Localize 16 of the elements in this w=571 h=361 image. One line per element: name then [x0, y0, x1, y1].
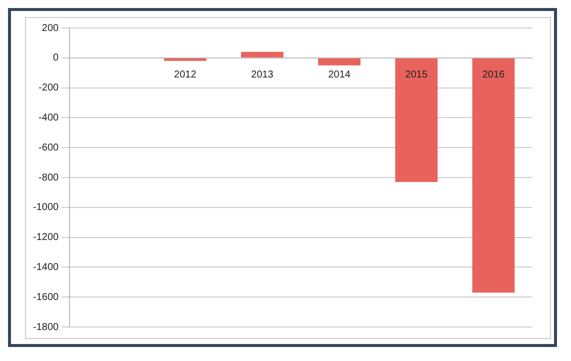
y-tick-label: 0 [53, 52, 60, 64]
y-tick-label: -1200 [33, 232, 60, 244]
x-tick-label: 2014 [328, 70, 351, 81]
x-tick-label: 2013 [251, 70, 274, 81]
x-tick-label: 2016 [482, 70, 506, 81]
y-tick-label: -800 [38, 172, 60, 184]
y-tick-label: 200 [42, 22, 60, 34]
x-tick-label: 2012 [174, 70, 197, 81]
y-tick-label: -1600 [33, 292, 60, 303]
y-tick-label: -400 [38, 112, 60, 124]
y-tick-label: -1400 [33, 262, 60, 273]
y-tick-label: -200 [38, 82, 60, 94]
x-tick-label: 2015 [405, 70, 428, 81]
y-tick-label: -1800 [33, 322, 60, 333]
y-tick-label: -600 [38, 142, 60, 154]
y-tick-label: -1000 [33, 202, 60, 214]
